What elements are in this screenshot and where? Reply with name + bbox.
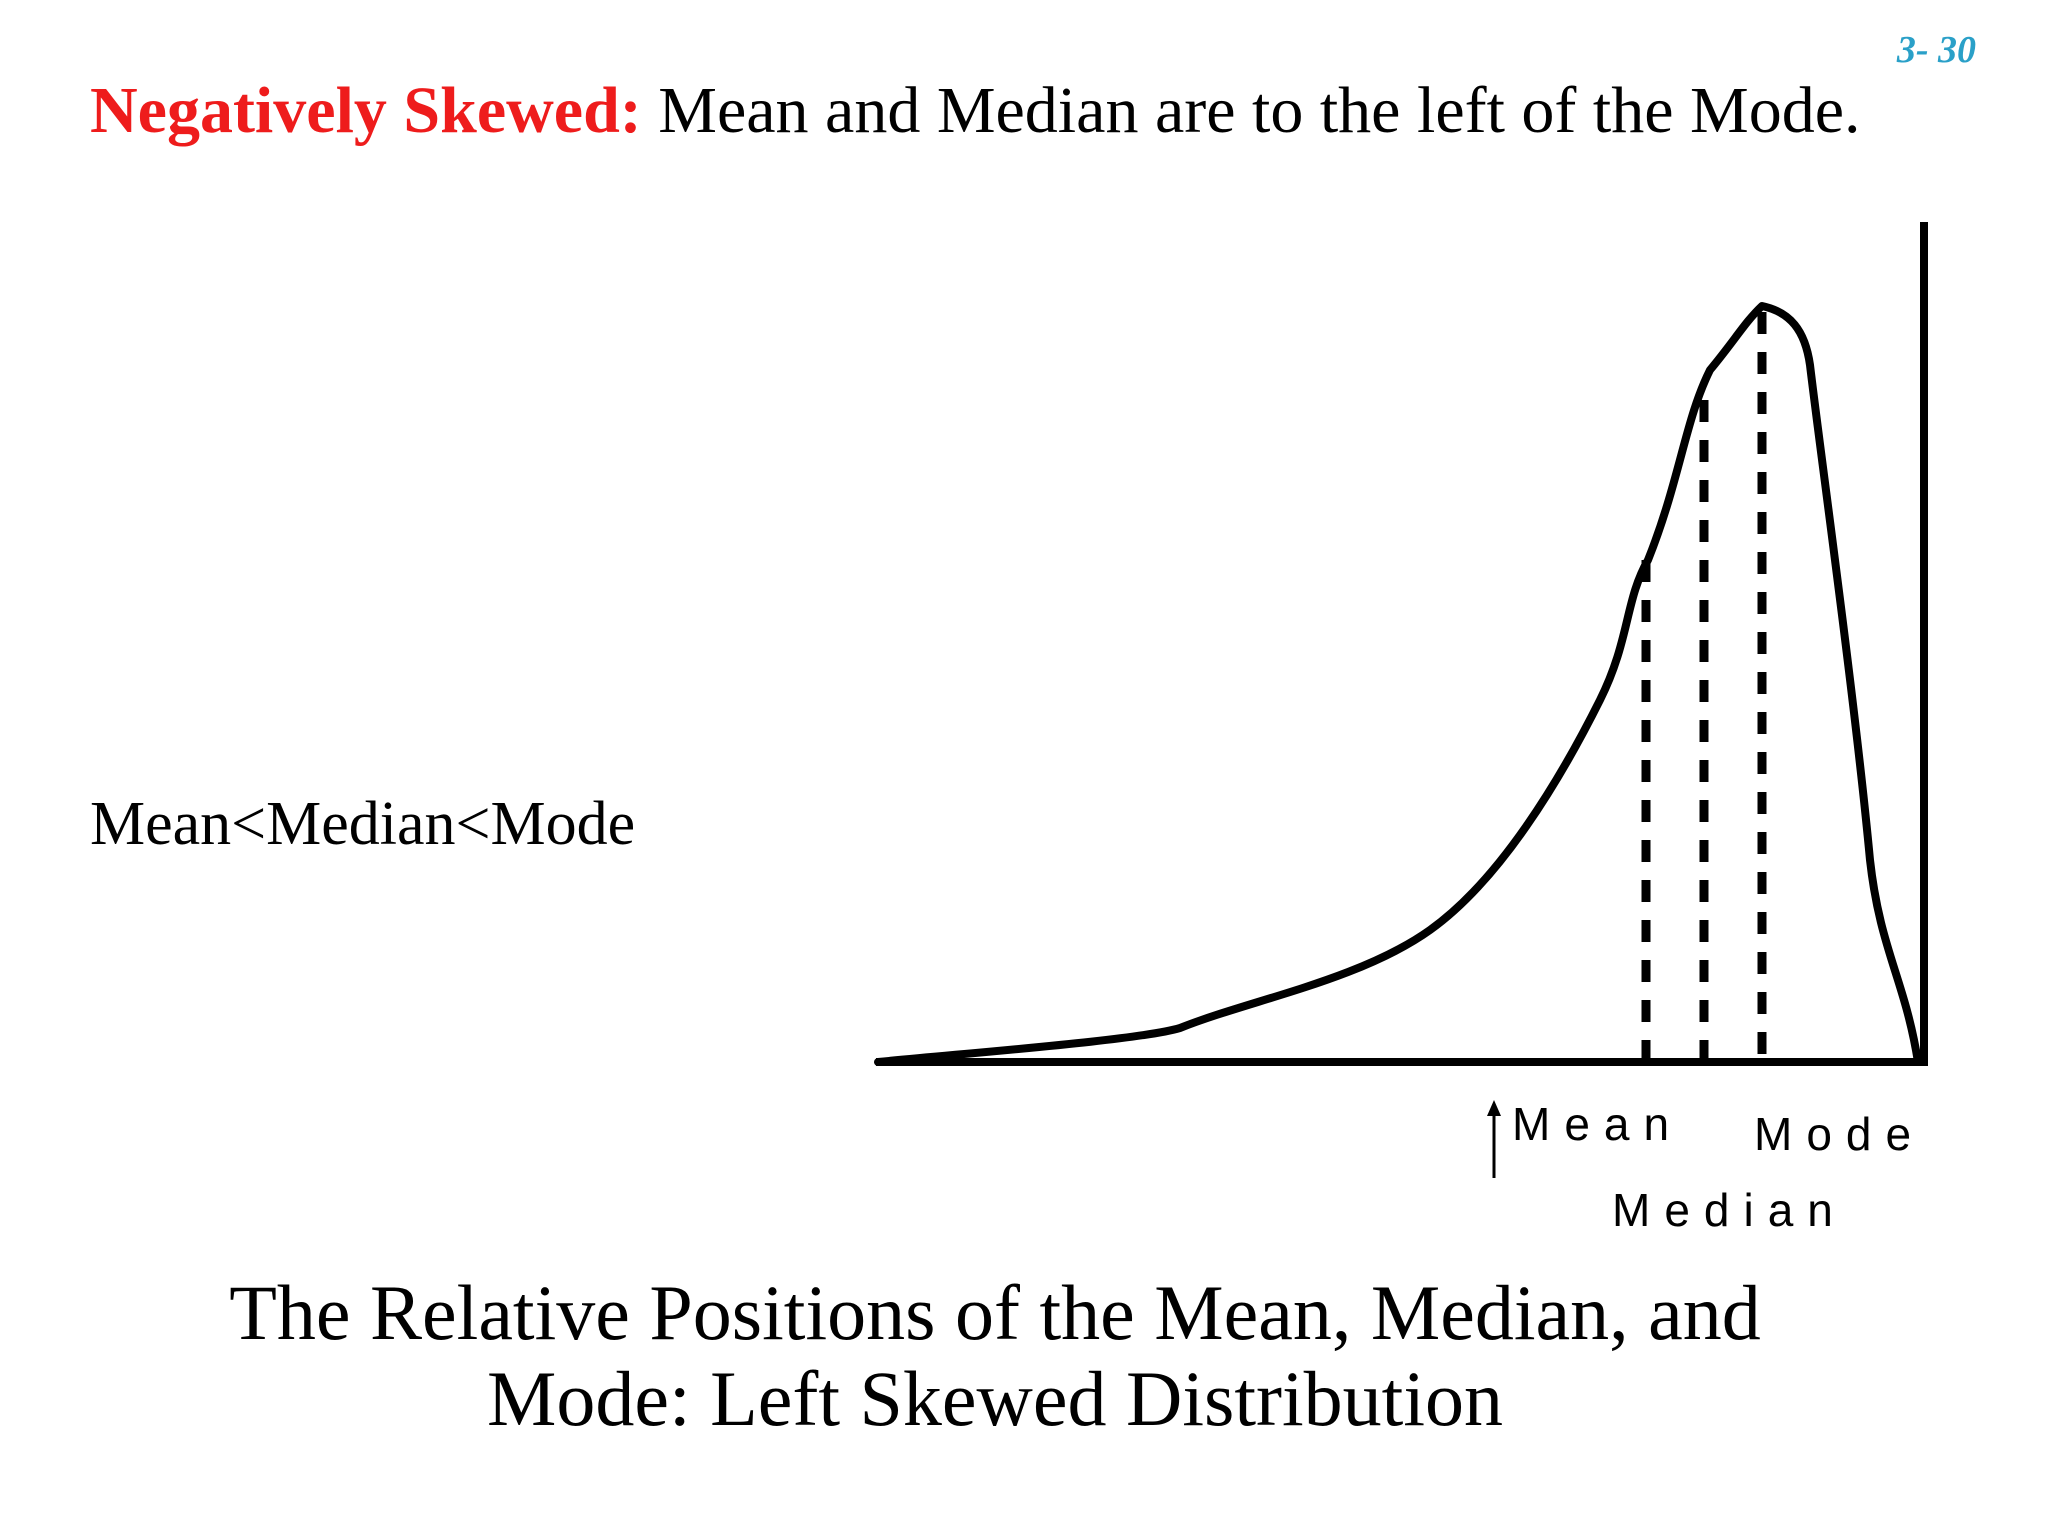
- heading-lead: Negatively Skewed:: [90, 74, 642, 147]
- median-label: Median: [1612, 1184, 1847, 1236]
- distribution-curve: [874, 302, 1922, 1066]
- caption-line-1: The Relative Positions of the Mean, Medi…: [229, 1269, 1761, 1356]
- mean-arrow-icon: [1487, 1100, 1501, 1116]
- slide-heading: Negatively Skewed: Mean and Median are t…: [90, 78, 1861, 144]
- figure-caption: The Relative Positions of the Mean, Medi…: [0, 1270, 1990, 1442]
- mode-label: Mode: [1754, 1108, 1925, 1160]
- heading-rest: Mean and Median are to the left of the M…: [641, 74, 1861, 147]
- mean-median-mode-relation: Mean<Median<Mode: [90, 790, 636, 858]
- caption-line-2: Mode: Left Skewed Distribution: [486, 1355, 1504, 1442]
- slide-number: 3- 30: [1896, 29, 1976, 71]
- mean-label: Mean: [1512, 1098, 1683, 1150]
